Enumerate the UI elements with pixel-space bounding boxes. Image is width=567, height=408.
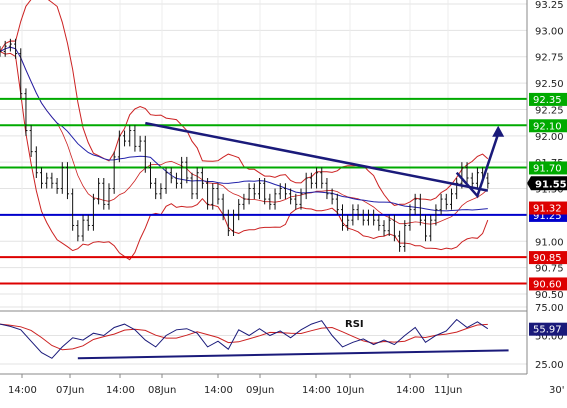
- price-tick-label: 93.00: [535, 26, 564, 37]
- price-plot-background: [0, 0, 527, 311]
- forecast-arrowhead: [492, 125, 505, 137]
- price-y-axis: 93.2593.0092.7592.5092.2592.0091.7591.50…: [527, 0, 567, 301]
- x-tick-label: 09Jun: [246, 385, 274, 396]
- x-tick-label: 14:00: [396, 385, 425, 396]
- rsi-tick-label: 25.00: [535, 360, 564, 371]
- price-tick-label: 93.25: [535, 0, 564, 11]
- rsi-tick-label: 75.00: [535, 303, 564, 314]
- level-tag: [529, 161, 567, 175]
- price-series: [0, 38, 490, 252]
- price-trendline-layer: [145, 121, 505, 199]
- price-tick-label: 92.50: [535, 79, 564, 90]
- x-tick-label: 08Jun: [148, 385, 176, 396]
- rsi-signal-line: [0, 323, 488, 351]
- moving-average-line: [0, 46, 488, 212]
- x-tick-label: 14:00: [302, 385, 331, 396]
- rsi-trendline: [77, 349, 509, 360]
- x-tick-label: 14:00: [204, 385, 233, 396]
- level-tag: [529, 277, 567, 291]
- rsi-grid: [0, 306, 527, 365]
- price-tick-label: 90.50: [535, 290, 564, 301]
- rsi-line: [0, 318, 489, 359]
- price-tick-label: 92.00: [535, 132, 564, 143]
- rsi-plot-background: [0, 311, 527, 374]
- level-tag-label: 92.10: [533, 121, 562, 132]
- rsi-panel: RSI: [0, 306, 527, 374]
- rsi-series: [0, 318, 509, 360]
- x-tick-label: 07Jun: [56, 385, 84, 396]
- rsi-title: RSI: [345, 319, 364, 330]
- time-x-axis: 14:00 07Jun 14:00 08Jun 14:00 09Jun 14:00 10Jun…: [8, 374, 462, 396]
- level-tag: [529, 92, 567, 106]
- price-tick-label: 91.00: [535, 237, 564, 248]
- bollinger-lower-band: [0, 51, 489, 261]
- price-tick-label: 90.75: [535, 264, 564, 275]
- rsi-tick-label: 50.00: [535, 332, 564, 343]
- current-price-tag: [527, 176, 567, 191]
- level-tag: [529, 119, 567, 133]
- hidden-price-tag-label: 91.32: [533, 204, 562, 215]
- x-tick-label: 14:00: [106, 385, 135, 396]
- x-tick-label: 10Jun: [336, 385, 364, 396]
- x-tick-label: 11Jun: [434, 385, 462, 396]
- level-tag-label: 91.25: [533, 211, 562, 222]
- rsi-current-tag: [529, 322, 567, 336]
- hidden-price-tag: [529, 201, 567, 215]
- rsi-current-label: 55.97: [533, 325, 562, 336]
- x-tick-label: 14:00: [8, 385, 37, 396]
- rsi-y-axis: 75.00 50.00 25.00 55.97: [529, 303, 567, 371]
- forecast-path: [455, 133, 500, 199]
- resistance-trendline: [145, 121, 489, 192]
- level-tag: [529, 251, 567, 265]
- level-tag-label: 92.35: [533, 95, 562, 106]
- level-tag-label: 90.60: [533, 279, 562, 290]
- timeframe-label: 30': [549, 385, 564, 396]
- level-tag-label: 91.70: [533, 163, 562, 174]
- current-price-label: 91.55: [535, 179, 567, 190]
- price-tick-label: 92.75: [535, 53, 564, 64]
- price-tick-label: 92.25: [535, 105, 564, 116]
- level-tag-label: 90.85: [533, 253, 562, 264]
